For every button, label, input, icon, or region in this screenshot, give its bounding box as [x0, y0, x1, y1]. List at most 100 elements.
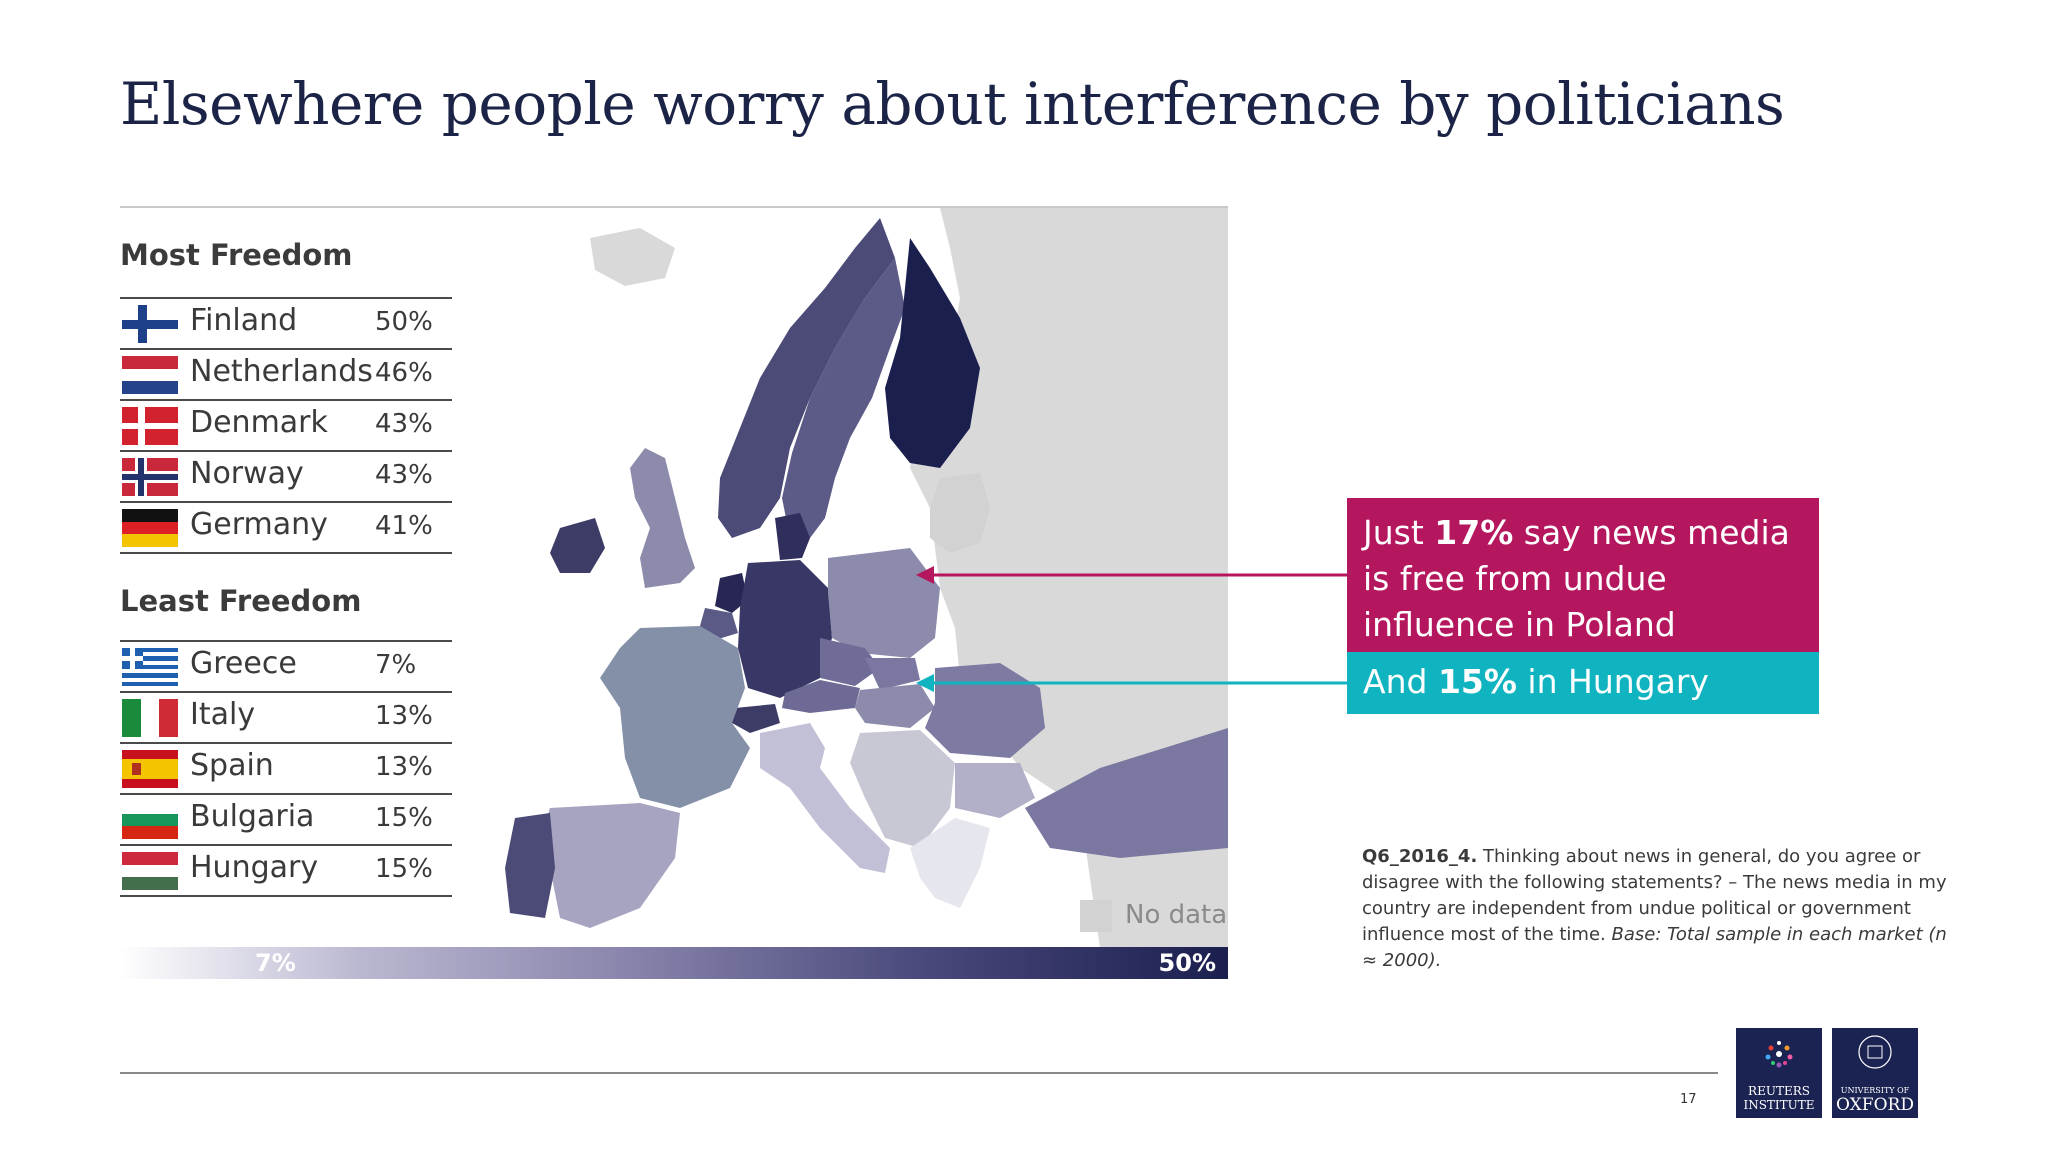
country-percent: 50%: [375, 307, 433, 337]
country-percent: 43%: [375, 409, 433, 439]
country-name: Spain: [190, 748, 274, 783]
map-region-spain: [540, 803, 680, 928]
most-freedom-heading: Most Freedom: [120, 238, 353, 272]
map-region-balkans: [850, 730, 955, 848]
table-row: Netherlands 46%: [120, 348, 452, 400]
country-name: Bulgaria: [190, 799, 315, 834]
oxford-small: UNIVERSITY OF: [1840, 1086, 1910, 1095]
question-text: Thinking about news in general, do you a…: [1362, 846, 1947, 945]
reuters-institute-logo: REUTERS INSTITUTE: [1736, 1028, 1822, 1118]
hungary-flag-icon: [122, 852, 178, 890]
oxford-logo-text: UNIVERSITY OF OXFORD: [1832, 1081, 1918, 1115]
map-region-norway: [718, 218, 895, 538]
country-percent: 13%: [375, 752, 433, 782]
no-data-swatch: [1080, 900, 1112, 932]
map-region-bulgaria: [955, 763, 1035, 818]
europe-choropleth-map: [505, 208, 1228, 948]
map-region-uk: [630, 448, 695, 588]
map-region-italy: [760, 723, 890, 873]
country-name: Denmark: [190, 405, 328, 440]
table-row: Spain 13%: [120, 742, 452, 794]
country-percent: 43%: [375, 460, 433, 490]
table-row: Germany 41%: [120, 501, 452, 553]
country-name: Netherlands: [190, 354, 373, 389]
table-row: Italy 13%: [120, 691, 452, 743]
question-code: Q6_2016_4.: [1362, 846, 1478, 867]
table-row: Hungary 15%: [120, 844, 452, 896]
denmark-flag-icon: [122, 407, 178, 445]
map-region-hungary: [855, 684, 935, 728]
country-percent: 41%: [375, 511, 433, 541]
reuters-logo-text: REUTERS INSTITUTE: [1736, 1084, 1822, 1112]
oxford-university-logo: UNIVERSITY OF OXFORD: [1832, 1028, 1918, 1118]
map-region-denmark: [775, 513, 810, 560]
greece-flag-icon: [122, 648, 178, 686]
map-region-czechia: [820, 638, 880, 686]
country-percent: 46%: [375, 358, 433, 388]
poland-callout-pre: Just: [1363, 513, 1435, 552]
map-region-germany: [738, 560, 832, 698]
map-region-austria: [782, 680, 860, 713]
least-freedom-heading: Least Freedom: [120, 584, 362, 618]
question-note: Q6_2016_4. Thinking about news in genera…: [1362, 844, 1952, 974]
map-region-switzerland: [732, 704, 780, 733]
top-divider: [120, 206, 1228, 208]
color-scale-legend: 7% 50%: [120, 947, 1228, 979]
footer-divider: [120, 1072, 1718, 1074]
italy-flag-icon: [122, 699, 178, 737]
map-region-slovakia: [865, 658, 920, 690]
country-name: Finland: [190, 303, 298, 338]
finland-flag-icon: [122, 305, 178, 343]
country-name: Greece: [190, 646, 297, 681]
map-region-turkey: [1025, 728, 1228, 858]
no-data-label: No data: [1125, 900, 1228, 930]
map-region-portugal: [505, 813, 555, 918]
reuters-line1: REUTERS: [1748, 1084, 1810, 1098]
map-region-romania: [925, 663, 1045, 758]
netherlands-flag-icon: [122, 356, 178, 394]
map-region-finland: [885, 238, 980, 468]
map-region-ireland: [550, 518, 605, 573]
norway-flag-icon: [122, 458, 178, 496]
country-name: Norway: [190, 456, 304, 491]
poland-callout-value: 17%: [1434, 513, 1514, 552]
country-name: Hungary: [190, 850, 319, 885]
table-row: Finland 50%: [120, 297, 452, 349]
germany-flag-icon: [122, 509, 178, 547]
reuters-line2: INSTITUTE: [1743, 1098, 1815, 1112]
country-percent: 15%: [375, 803, 433, 833]
map-region-iceland: [590, 228, 675, 286]
table-bottom-rule: [120, 552, 452, 554]
table-row: Norway 43%: [120, 450, 452, 502]
country-name: Germany: [190, 507, 328, 542]
map-region-netherlands: [715, 573, 748, 613]
poland-callout: Just 17% say news media is free from und…: [1347, 498, 1819, 652]
poland-callout-post: say news media is free from undue influe…: [1363, 513, 1790, 644]
hungary-callout-value: 15%: [1437, 662, 1517, 701]
table-row: Denmark 43%: [120, 399, 452, 451]
hungary-callout: And 15% in Hungary: [1347, 652, 1819, 714]
table-row: Greece 7%: [120, 640, 452, 692]
map-region-poland: [828, 548, 940, 658]
poland-arrow-head: [916, 566, 934, 584]
spain-flag-icon: [122, 750, 178, 788]
oxford-crest-icon: [1858, 1035, 1892, 1069]
country-percent: 13%: [375, 701, 433, 731]
bulgaria-flag-icon: [122, 801, 178, 839]
table-bottom-rule: [120, 895, 452, 897]
hungary-callout-post: in Hungary: [1516, 662, 1709, 701]
question-base: Base: Total sample in each market (n ≈ 2…: [1362, 924, 1947, 971]
map-region-sweden: [782, 258, 905, 538]
legend-min-label: 7%: [255, 949, 296, 977]
country-percent: 7%: [375, 650, 417, 680]
map-region-france: [600, 626, 750, 808]
page-number: 17: [1680, 1092, 1697, 1107]
map-region-baltics: [930, 473, 990, 553]
reuters-dots-icon: [1765, 1041, 1793, 1068]
map-region-greece: [910, 818, 990, 908]
hungary-callout-pre: And: [1363, 662, 1438, 701]
oxford-big: OXFORD: [1836, 1095, 1914, 1115]
hungary-arrow-head: [916, 674, 934, 692]
country-name: Italy: [190, 697, 256, 732]
